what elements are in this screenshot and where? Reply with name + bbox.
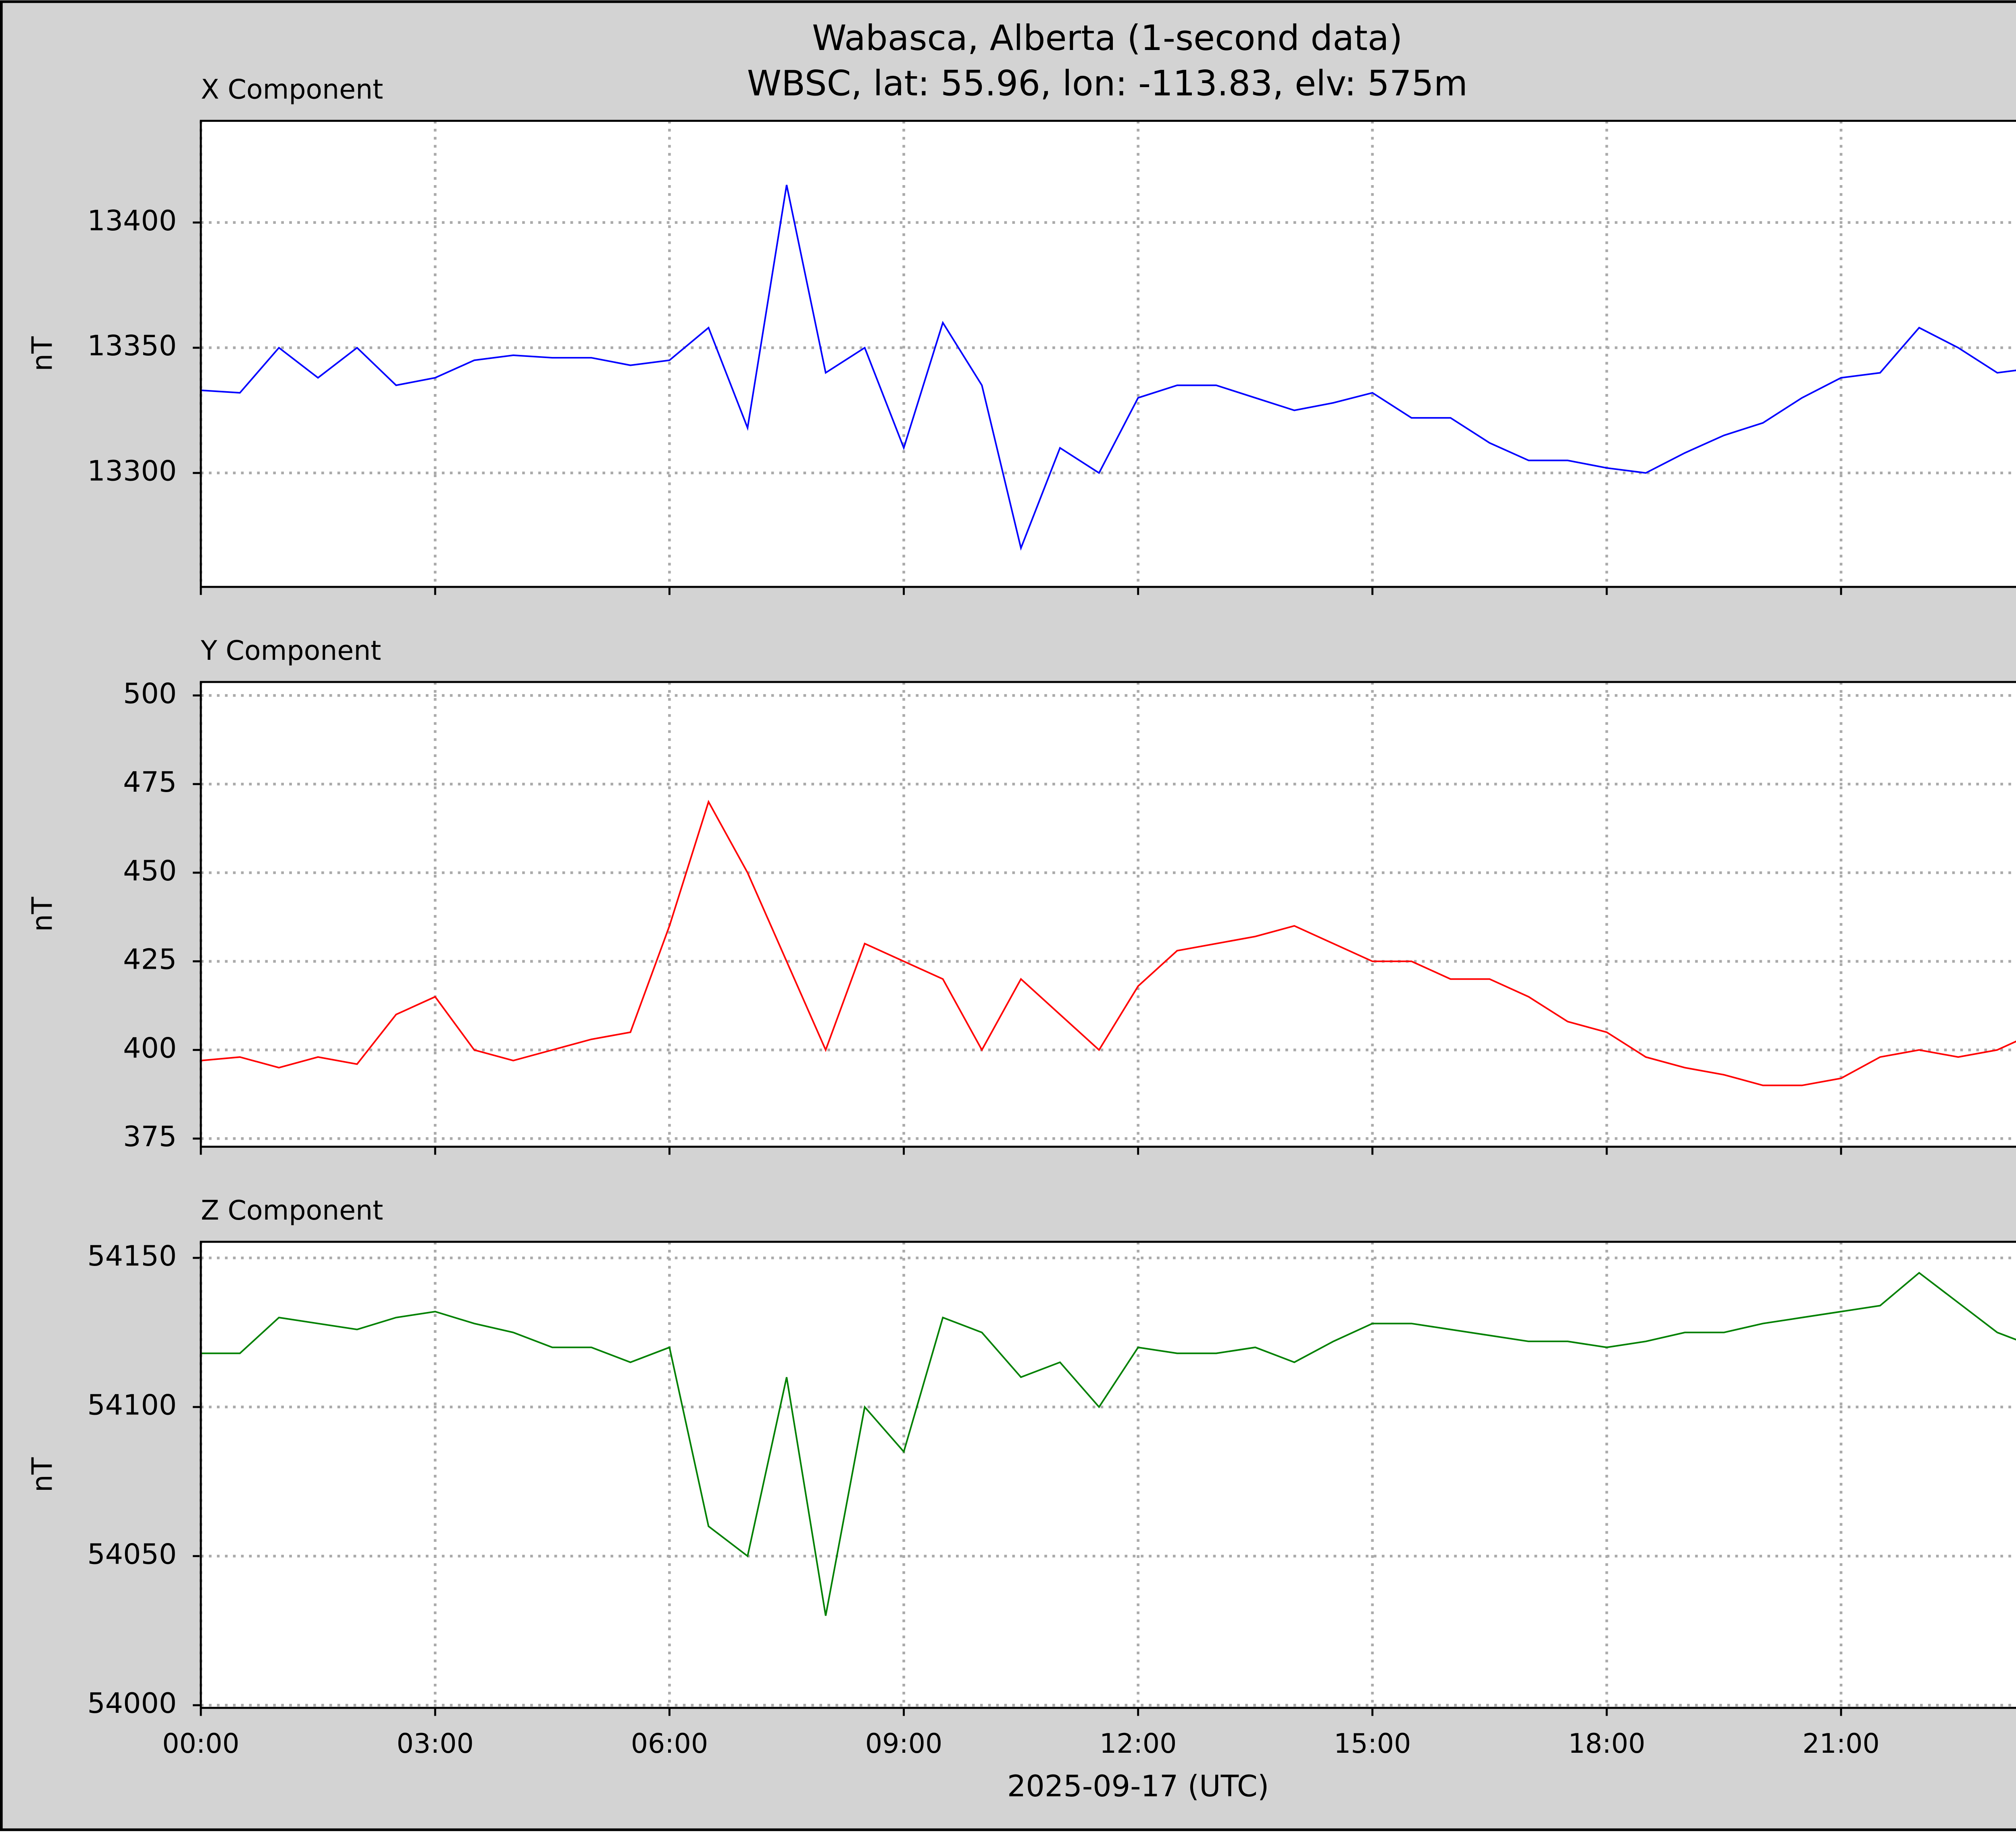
y-tick-label: 13350 xyxy=(87,329,177,362)
y-tick-label: 13300 xyxy=(87,455,177,488)
x-tick-label: 09:00 xyxy=(865,1728,942,1759)
y-tick-label: 54000 xyxy=(87,1687,177,1720)
y-tick-label: 475 xyxy=(123,766,177,799)
y-tick-label: 375 xyxy=(123,1120,177,1153)
y-tick-label: 400 xyxy=(123,1032,177,1064)
plot-area xyxy=(201,682,2016,1147)
x-tick-label: 21:00 xyxy=(1802,1728,1879,1759)
data-line xyxy=(200,800,2016,1086)
y-tick-label: 54100 xyxy=(87,1389,177,1422)
y-tick-label: 13400 xyxy=(87,204,177,237)
x-tick-label: 18:00 xyxy=(1568,1728,1645,1759)
plot-area xyxy=(201,121,2016,587)
plot-frame xyxy=(200,1241,2016,1709)
data-line xyxy=(201,1272,2016,1616)
panel-title: Y Component xyxy=(200,635,381,666)
x-tick-label: 12:00 xyxy=(1100,1728,1177,1759)
subtitle: WBSC, lat: 55.96, lon: -113.83, elv: 575… xyxy=(747,64,1468,104)
plot-area xyxy=(201,1242,2016,1708)
plot-frame xyxy=(200,681,2016,1148)
panel-title: Z Component xyxy=(201,1195,383,1226)
suptitle: Wabasca, Alberta (1-second data) xyxy=(812,18,1403,58)
x-tick-label: 00:00 xyxy=(162,1728,239,1759)
plot-frame xyxy=(200,120,2016,588)
data-line xyxy=(200,185,2016,551)
x-tick-label: 03:00 xyxy=(397,1728,474,1759)
x-tick-label: 15:00 xyxy=(1334,1728,1411,1759)
y-tick-label: 500 xyxy=(123,677,177,710)
y-axis-label: nT xyxy=(26,897,59,932)
y-tick-label: 450 xyxy=(123,855,177,887)
y-axis-label: nT xyxy=(26,1457,59,1492)
y-tick-label: 425 xyxy=(123,943,177,976)
y-tick-label: 54150 xyxy=(87,1240,177,1272)
panel-title: X Component xyxy=(201,74,383,105)
x-tick-label: 06:00 xyxy=(631,1728,708,1759)
y-axis-label: nT xyxy=(26,336,59,371)
y-tick-label: 54050 xyxy=(87,1538,177,1570)
x-axis-label: 2025-09-17 (UTC) xyxy=(1007,1769,1269,1804)
